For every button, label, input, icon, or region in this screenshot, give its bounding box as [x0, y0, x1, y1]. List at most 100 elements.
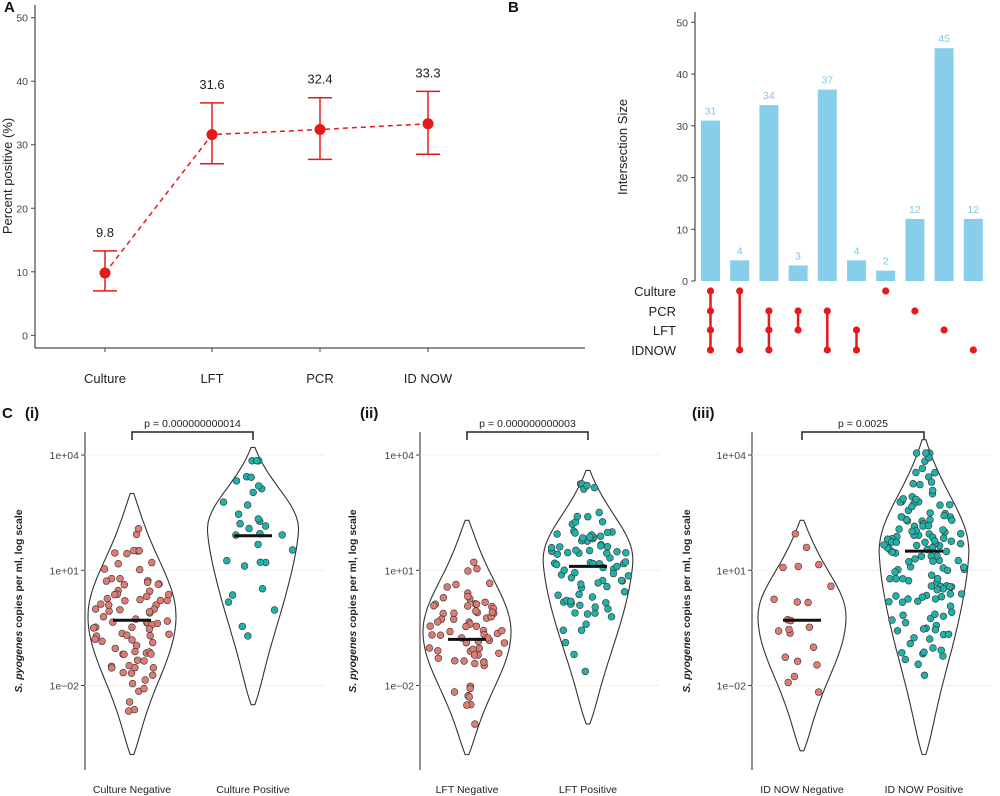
panel-c-point	[132, 641, 141, 650]
panel-c-point	[500, 639, 509, 647]
panel-c-point	[136, 565, 144, 574]
panel-c-point	[583, 610, 592, 618]
panel-c-point	[288, 546, 297, 554]
panel-c-point	[147, 650, 155, 658]
panel-c-point	[919, 625, 928, 633]
panel-c-sublabel: (iii)	[692, 405, 715, 422]
panel-a-label: A	[4, 0, 15, 16]
panel-c-point	[480, 658, 488, 666]
panel-c-point	[914, 597, 922, 605]
panel-c-point	[145, 608, 154, 616]
panel-c-x-tick-label: ID NOW Positive	[885, 784, 964, 796]
panel-c-point	[463, 701, 471, 709]
panel-a-value-label: 32.4	[307, 72, 332, 87]
panel-c-x-tick-label: ID NOW Negative	[760, 784, 844, 796]
panel-c-violin	[542, 469, 634, 725]
panel-c-point	[885, 598, 893, 606]
panel-c-bracket	[801, 431, 925, 440]
panel-b-bar	[934, 48, 954, 281]
panel-c-y-axis-label-rest: copies per ml, log scale	[347, 509, 359, 631]
panel-c-point	[912, 541, 921, 550]
panel-a-trend-line	[104, 123, 429, 274]
panel-c-point	[105, 607, 113, 615]
panel-c-point	[577, 626, 586, 634]
panel-c-point	[135, 546, 144, 555]
panel-c-point	[917, 552, 926, 560]
panel-c-point	[781, 653, 789, 661]
panel-c-point	[464, 592, 472, 601]
panel-c-point	[939, 612, 948, 620]
panel-c-point	[937, 646, 945, 654]
panel-b-bar	[847, 260, 866, 281]
panel-c-point	[149, 663, 158, 672]
panel-b-bar	[759, 105, 779, 281]
panel-c-point	[791, 530, 800, 538]
panel-c-point	[450, 688, 459, 696]
panel-c-point	[258, 584, 267, 593]
panel-c-point	[908, 502, 916, 511]
panel-c-point	[98, 637, 106, 645]
panel-c-point	[136, 595, 144, 604]
panel-c-point	[154, 580, 163, 588]
panel-c-y-axis-label-rest: copies per ml, log scale	[681, 509, 693, 631]
panel-b-bar-label: 2	[883, 256, 889, 268]
panel-c-point	[790, 672, 799, 681]
panel-c-point	[911, 555, 919, 563]
panel-c-point	[933, 586, 941, 594]
panel-c-point	[921, 538, 929, 546]
panel-b-matrix-dot	[852, 346, 861, 354]
panel-c-point	[460, 657, 468, 665]
panel-c-point	[946, 582, 954, 591]
panel-c-point	[939, 534, 948, 542]
panel-c-point	[904, 595, 912, 603]
panel-c-point	[473, 564, 481, 573]
panel-c-point	[426, 622, 434, 630]
panel-c-point	[892, 574, 900, 583]
panel-c-violin	[757, 519, 847, 752]
panel-c-point	[929, 644, 937, 652]
panel-c-point	[451, 657, 459, 665]
panel-b-label: B	[508, 0, 519, 16]
panel-c-point	[910, 634, 918, 642]
panel-c-point	[813, 661, 821, 669]
panel-c-point	[571, 568, 579, 577]
panel-c-point	[585, 546, 594, 555]
panel-c-point	[613, 562, 621, 571]
panel-c-point	[567, 573, 576, 582]
panel-c-point	[594, 579, 602, 587]
panel-c-point	[793, 598, 801, 606]
panel-c-point	[920, 648, 928, 656]
panel-c-point	[892, 538, 901, 546]
panel-c-point	[223, 556, 231, 565]
panel-c-point	[573, 512, 581, 521]
panel-b-matrix-dot	[969, 346, 977, 354]
panel-c-point	[597, 542, 605, 550]
panel-c-violin	[206, 446, 300, 706]
panel-a-point	[206, 129, 218, 141]
panel-c-point	[163, 617, 172, 625]
panel-c-point	[111, 644, 120, 653]
panel-c-point	[120, 650, 128, 658]
panel-c-point	[123, 631, 131, 639]
panel-b-bar	[963, 218, 983, 281]
panel-b-bar-label: 45	[938, 33, 950, 45]
panel-c-point	[927, 582, 936, 590]
panel-c-point	[567, 597, 575, 605]
panel-c-point	[607, 613, 616, 621]
panel-c-point	[128, 636, 136, 644]
panel-c-point	[891, 568, 899, 576]
panel-c-point	[585, 533, 594, 541]
panel-c-point	[912, 495, 920, 503]
panel-c-point	[563, 548, 572, 557]
panel-c-point	[143, 578, 152, 587]
panel-c-y-axis-label: S. pyogenes copies per ml, log scale	[13, 509, 25, 692]
panel-c-point	[219, 498, 228, 506]
panel-b-bar-label: 31	[705, 106, 717, 118]
panel-b-matrix-dot	[823, 307, 831, 315]
panel-c-point	[603, 528, 612, 537]
panel-c-point	[899, 575, 907, 583]
panel-c-point	[937, 592, 946, 601]
panel-c-point	[918, 464, 927, 473]
panel-c-point	[484, 634, 492, 642]
